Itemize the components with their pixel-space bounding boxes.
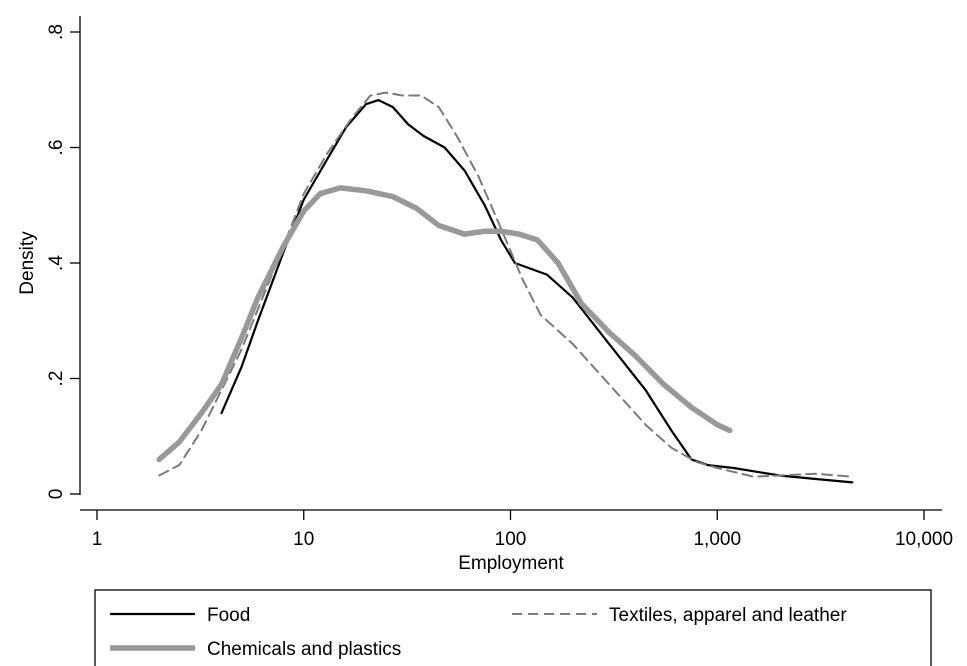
- y-tick-label: .8: [46, 24, 67, 40]
- y-tick-label: .2: [46, 371, 67, 387]
- legend-box: [94, 589, 932, 666]
- series-layer: [156, 91, 854, 484]
- y-axis-title: Density: [17, 231, 38, 295]
- y-tick-label: 0: [46, 489, 67, 500]
- axes-layer: [79, 16, 942, 511]
- y-tick-label: .6: [46, 140, 67, 156]
- legend-label: Food: [207, 605, 250, 626]
- series-line-textiles-apparel-and-leather: [158, 91, 854, 478]
- x-tick-label: 1,000: [693, 529, 741, 550]
- x-tick-label: 10: [293, 529, 314, 550]
- legend-label: Chemicals and plastics: [207, 639, 401, 660]
- series-line-chemicals-and-plastics: [156, 185, 733, 463]
- x-tick-label: 100: [495, 529, 527, 550]
- legend-items: Food Textiles, apparel and leather Chemica…: [110, 605, 847, 660]
- x-tick-label: 1: [92, 529, 103, 550]
- ticks-layer: 1 10 100 1,000 10,000 0 .2 .4 .6 .8: [46, 24, 953, 550]
- y-tick-label: .4: [46, 255, 67, 271]
- x-tick-label: 10,000: [895, 529, 953, 550]
- series-line-food: [220, 99, 854, 484]
- legend-label: Textiles, apparel and leather: [609, 605, 847, 626]
- legend: Food Textiles, apparel and leather Chemica…: [94, 589, 932, 666]
- x-axis-title: Employment: [458, 553, 564, 574]
